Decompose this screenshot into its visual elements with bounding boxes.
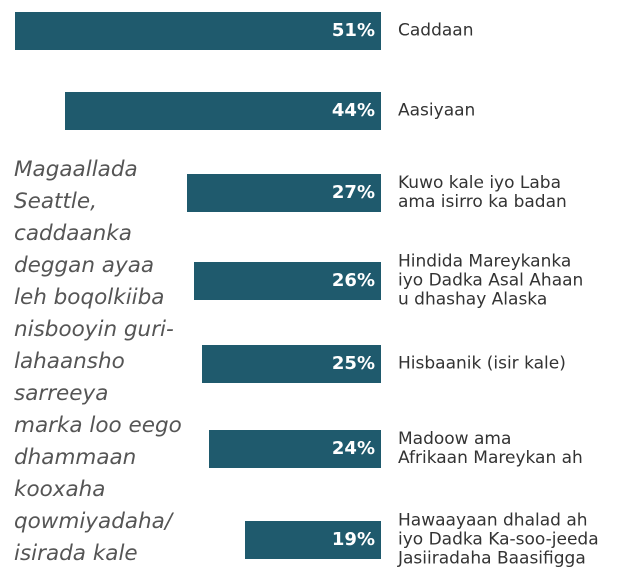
bar	[65, 92, 381, 130]
bar	[201, 345, 381, 383]
value-label: 44%	[331, 100, 375, 121]
category-label: Hisbaanik (isir kale)	[398, 353, 566, 374]
value-label: 27%	[331, 182, 375, 203]
value-label: 26%	[331, 270, 375, 291]
category-label: Aasiyaan	[398, 100, 476, 121]
bar	[15, 12, 381, 50]
category-label: Hawaayaan dhalad ah iyo Dadka Ka-soo-jee…	[398, 510, 599, 569]
value-label: 24%	[331, 438, 375, 459]
bar	[187, 174, 381, 212]
bar	[244, 521, 381, 559]
annotation: Magaallada Seattle, caddaanka deggan aya…	[14, 157, 182, 566]
value-label: 25%	[331, 353, 375, 374]
category-label: Caddaan	[398, 20, 474, 41]
bar	[194, 262, 381, 300]
category-label: Madoow ama Afrikaan Mareykan ah	[398, 429, 583, 468]
category-label: Kuwo kale iyo Laba ama isirro ka badan	[398, 173, 567, 212]
category-label: Hindida Mareykanka iyo Dadka Asal Ahaan …	[398, 251, 584, 310]
value-label: 19%	[331, 529, 375, 550]
value-label: 51%	[331, 20, 375, 41]
bar	[208, 430, 381, 468]
